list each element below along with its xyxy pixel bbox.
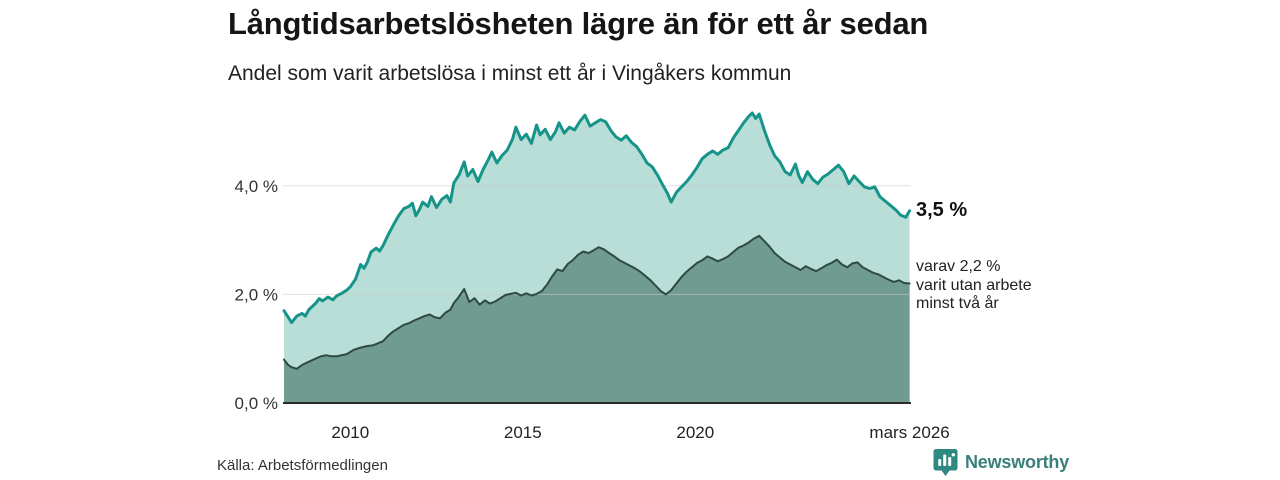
series-line-1 — [282, 111, 912, 325]
series-line-2 — [283, 234, 911, 370]
chart-subtitle: Andel som varit arbetslösa i minst ett å… — [228, 62, 792, 85]
newsworthy-logo-text: Newsworthy — [965, 452, 1070, 472]
source-caption: Källa: Arbetsförmedlingen — [217, 457, 388, 474]
y-tick-label-4,0 %: 4,0 % — [235, 177, 278, 196]
end-value-label-2year: varav 2,2 % varit utan arbete minst två … — [916, 258, 1032, 312]
y-tick-label-2,0 %: 2,0 % — [235, 285, 278, 304]
x-tick-label-2010: 2010 — [331, 423, 369, 442]
x-tick-label-2015: 2015 — [504, 423, 542, 442]
newsworthy-logo: Newsworthy — [933, 448, 1069, 477]
series-area-2 — [284, 235, 910, 403]
newsworthy-logo-icon — [933, 449, 958, 476]
y-tick-label-0,0 %: 0,0 % — [235, 394, 278, 413]
x-tick-label-mars 2026: mars 2026 — [869, 423, 949, 442]
end-value-label-1year: 3,5 % — [916, 199, 968, 221]
page-title: Långtidsarbetslösheten lägre än för ett … — [228, 6, 929, 41]
x-tick-label-2020: 2020 — [676, 423, 714, 442]
